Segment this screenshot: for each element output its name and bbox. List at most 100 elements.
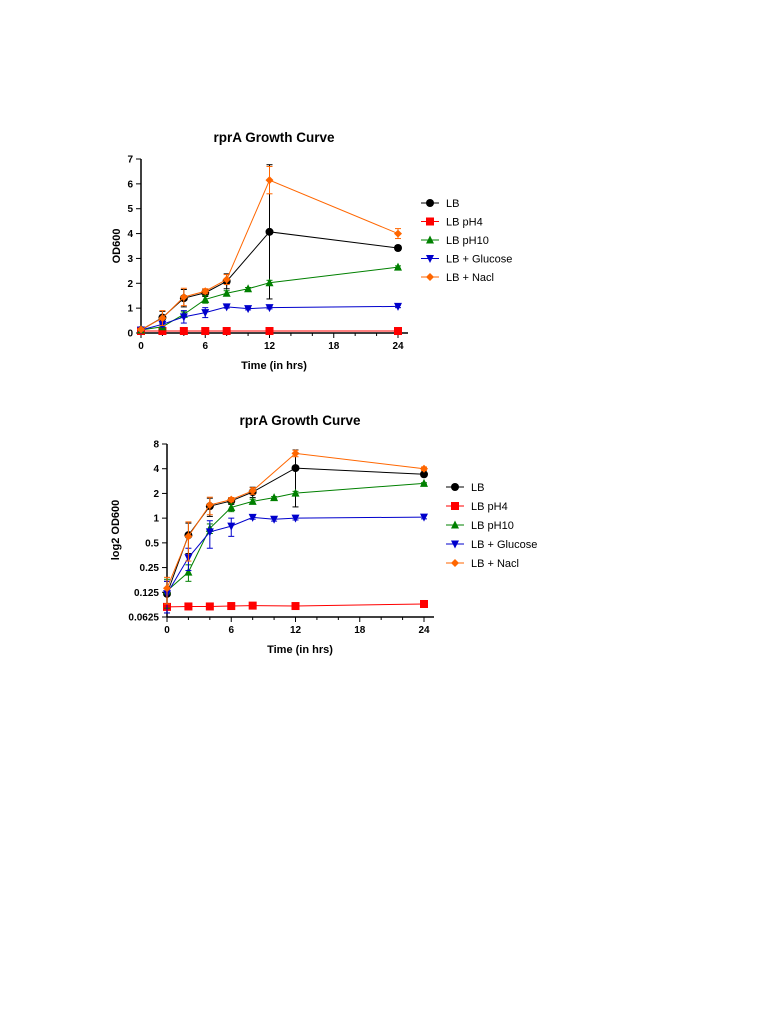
data-point (394, 302, 402, 311)
data-point (394, 229, 402, 238)
data-point (158, 314, 167, 323)
x-tick-label: 24 (392, 341, 404, 352)
data-point (270, 493, 279, 502)
series-lb-nacl (163, 449, 428, 605)
legend-label: LB + Nacl (446, 272, 494, 284)
y-tick-label: 3 (127, 254, 133, 265)
data-point (244, 284, 253, 293)
data-point (222, 303, 231, 312)
y-tick-label: 0.25 (140, 563, 160, 574)
legend-marker (426, 255, 434, 263)
legend-label: LB + Glucose (471, 539, 537, 551)
data-point (265, 176, 274, 185)
data-point (270, 515, 279, 524)
x-tick-label: 6 (202, 341, 208, 352)
legend-marker (426, 235, 434, 244)
data-point (184, 532, 193, 541)
data-point (291, 449, 300, 458)
series-line (166, 516, 425, 594)
legend-marker (426, 199, 434, 207)
data-point (265, 304, 274, 313)
y-tick-label: 6 (127, 179, 133, 190)
data-point (227, 502, 236, 511)
legend-marker (451, 540, 459, 549)
legend-label: LB pH10 (471, 520, 514, 532)
data-point (184, 567, 193, 576)
data-point (291, 488, 300, 497)
y-tick-label: 2 (127, 279, 133, 290)
y-axis-label: log2 OD600 (110, 500, 122, 561)
data-point (291, 602, 300, 611)
x-axis-label: Time (in hrs) (241, 360, 307, 372)
data-point (265, 327, 274, 336)
x-tick-label: 12 (264, 341, 276, 352)
x-axis-label: Time (in hrs) (267, 644, 333, 656)
data-point (137, 325, 145, 334)
chart-title: rprA Growth Curve (213, 130, 335, 145)
series-line (166, 482, 425, 592)
data-point (201, 309, 210, 318)
data-point (248, 513, 257, 522)
data-point (179, 292, 188, 301)
data-point (291, 514, 300, 523)
legend-entry: LB + Nacl (446, 558, 519, 570)
y-tick-label: 4 (153, 464, 159, 475)
legend-label: LB + Glucose (446, 254, 512, 266)
y-axis-label: OD600 (111, 229, 123, 264)
data-point (394, 327, 402, 336)
legend-label: LB pH10 (446, 235, 489, 247)
y-tick-label: 1 (153, 514, 159, 525)
data-point (205, 528, 214, 537)
data-point (184, 602, 193, 611)
data-point (420, 464, 428, 473)
data-point (248, 496, 257, 505)
legend-entry: LB pH10 (421, 235, 489, 247)
y-tick-label: 4 (127, 229, 133, 240)
chart-title: rprA Growth Curve (239, 413, 361, 428)
data-point (179, 327, 188, 336)
legend-entry: LB + Glucose (446, 539, 537, 551)
data-point (227, 522, 236, 531)
data-point (201, 294, 210, 303)
y-tick-label: 8 (153, 440, 159, 451)
data-point (248, 486, 257, 495)
legend-label: LB (471, 482, 484, 494)
y-tick-label: 0 (127, 329, 133, 340)
chart-linear-od600: rprA Growth Curve Time (in hrs) OD600 0 6… (111, 130, 512, 372)
data-point (158, 327, 167, 336)
data-point (227, 495, 236, 504)
x-tick-label: 0 (138, 341, 144, 352)
series-line (140, 266, 399, 331)
data-point (420, 513, 428, 522)
legend-label: LB (446, 198, 459, 210)
legend-marker (451, 502, 459, 510)
data-point (179, 313, 188, 322)
data-point (222, 288, 231, 297)
data-point (201, 287, 210, 296)
data-point (291, 464, 300, 473)
y-tick-label: 7 (127, 155, 133, 166)
legend-entry: LB (446, 482, 484, 494)
legend-entry: LB pH4 (446, 501, 508, 513)
data-point (244, 305, 253, 314)
legend-label: LB + Nacl (471, 558, 519, 570)
data-point (205, 500, 214, 509)
series-lb (163, 449, 428, 614)
series-lb-ph4 (163, 599, 428, 611)
data-point (201, 327, 210, 336)
legend-entry: LB pH4 (421, 217, 483, 229)
data-point (394, 262, 402, 271)
y-tick-label: 0.5 (145, 538, 159, 549)
data-point (420, 478, 428, 487)
x-tick-label: 18 (354, 625, 366, 636)
legend-entry: LB + Nacl (421, 272, 494, 284)
legend-label: LB pH4 (446, 217, 483, 229)
chart-log2-od600: rprA Growth Curve Time (in hrs) log2 OD6… (110, 413, 537, 656)
data-point (265, 278, 274, 287)
x-tick-label: 12 (290, 625, 302, 636)
legend-entry: LB (421, 198, 459, 210)
legend-marker (451, 520, 459, 529)
legend-entry: LB + Glucose (421, 254, 512, 266)
data-point (420, 599, 428, 608)
data-point (163, 584, 171, 593)
